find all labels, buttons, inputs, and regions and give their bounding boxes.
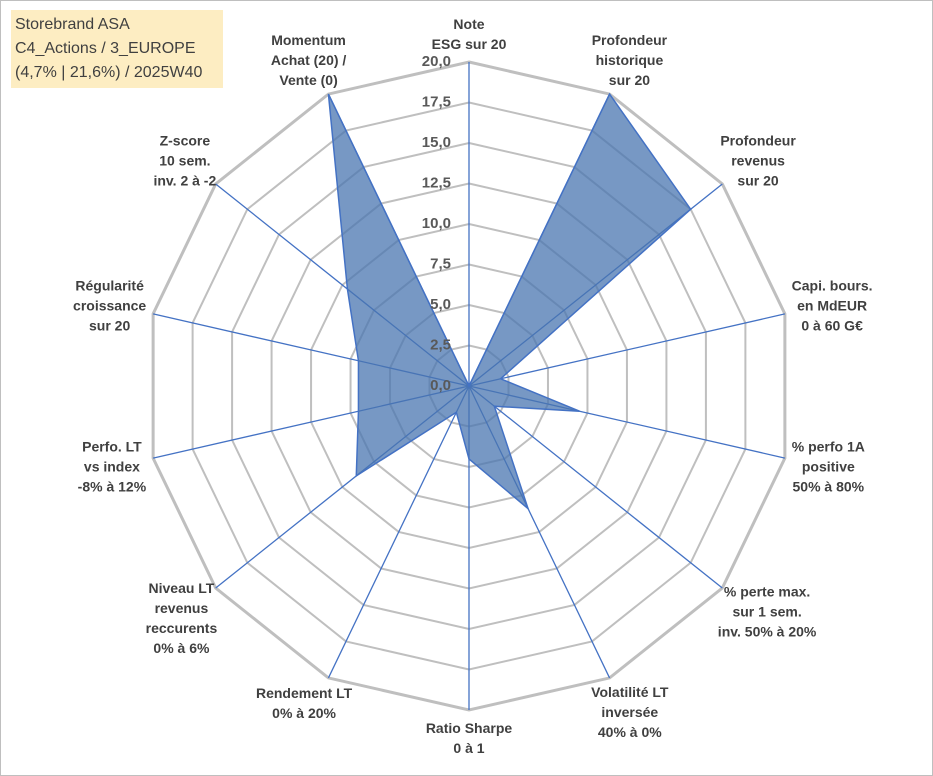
axis-label: % perfo 1A positive 50% à 80% [791, 438, 865, 495]
tick-label: 10,0 [422, 215, 451, 232]
spoke [468, 385, 723, 589]
tick-label: 0,0 [430, 377, 451, 394]
title-line: C4_Actions / 3_EUROPE [15, 40, 196, 57]
spoke [327, 385, 470, 679]
spoke [468, 313, 786, 387]
tick-label: 12,5 [422, 174, 451, 191]
title-box: Storebrand ASA C4_Actions / 3_EUROPE (4,… [11, 10, 223, 88]
axis-label: Momentum Achat (20) / Vente (0) [270, 31, 347, 88]
axis-label: Profondeur historique sur 20 [591, 31, 668, 88]
axis-label: Volatilité LT inversée 40% à 0% [591, 684, 669, 741]
tick-label: 17,5 [422, 93, 451, 110]
tick-label: 5,0 [430, 296, 451, 313]
axis-label: % perte max. sur 1 sem. inv. 50% à 20% [717, 583, 817, 640]
title-line: Storebrand ASA [15, 16, 130, 33]
axis-label: Note ESG sur 20 [431, 16, 507, 52]
tick-label: 2,5 [430, 336, 451, 353]
data-area [327, 92, 692, 511]
title-line: (4,7% | 21,6%) / 2025W40 [15, 64, 203, 81]
axis-label: Profondeur revenus sur 20 [720, 132, 796, 189]
tick-label: 7,5 [430, 255, 451, 272]
tick-label: 15,0 [422, 134, 451, 151]
axis-label: Capi. bours. en MdEUR 0 à 60 G€ [791, 277, 873, 334]
tick-label: 20,0 [422, 53, 451, 70]
axis-label: Régularité croissance sur 20 [73, 277, 147, 334]
axis-label: Rendement LT 0% à 20% [255, 685, 353, 722]
axis-label: Perfo. LT vs index -8% à 12% [77, 438, 147, 495]
axis-label: Niveau LT revenus reccurents 0% à 6% [145, 579, 218, 656]
axis-label: Z-score 10 sem. inv. 2 à -2 [153, 132, 217, 189]
axis-label: Ratio Sharpe 0 à 1 [425, 720, 513, 756]
